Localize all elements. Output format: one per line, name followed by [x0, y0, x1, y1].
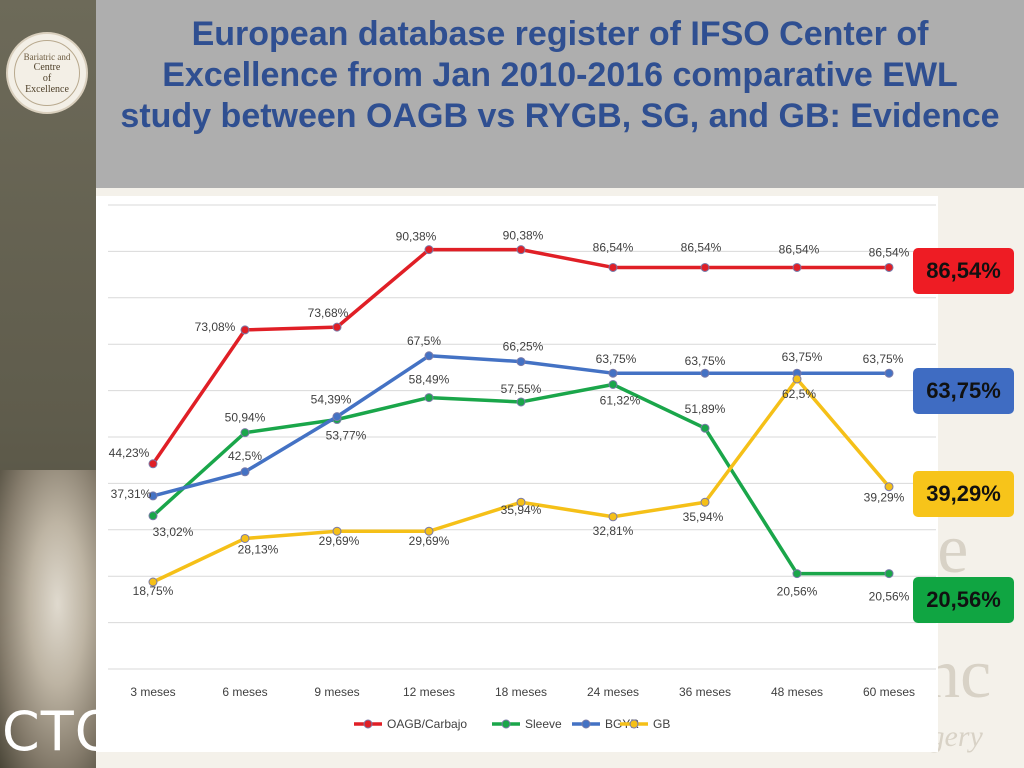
oagb-data-point	[240, 325, 250, 335]
sleeve-final-value-callout: 20,56%	[913, 577, 1014, 623]
sleeve-data-label: 33,02%	[153, 525, 194, 539]
bgyr-data-point	[516, 357, 526, 367]
bgyr-data-point	[608, 368, 618, 378]
x-tick-label: 24 meses	[587, 685, 639, 699]
bgyr-data-label: 42,5%	[228, 449, 262, 463]
sleeve-data-label: 20,56%	[777, 585, 818, 599]
bgyr-final-value-callout: 63,75%	[913, 368, 1014, 414]
oagb-data-point	[608, 262, 618, 272]
gb-data-point	[516, 497, 526, 507]
bgyr-data-label: 66,25%	[503, 340, 544, 354]
oagb-legend-label: OAGB/Carbajo	[387, 717, 467, 731]
bgyr-data-label: 63,75%	[782, 350, 823, 364]
gb-data-point	[240, 533, 250, 543]
oagb-data-label: 73,68%	[308, 306, 349, 320]
oagb-data-label: 86,54%	[869, 245, 910, 259]
gb-data-point	[332, 526, 342, 536]
bgyr-data-label: 67,5%	[407, 334, 441, 348]
oagb-data-label: 73,08%	[195, 320, 236, 334]
sleeve-legend-swatch-marker	[501, 719, 511, 729]
sleeve-data-label: 61,32%	[600, 393, 641, 407]
bgyr-data-label: 54,39%	[311, 393, 352, 407]
slide-title: European database register of IFSO Cente…	[120, 15, 1000, 135]
gb-data-label: 35,94%	[501, 503, 542, 517]
x-tick-label: 36 meses	[679, 685, 731, 699]
gb-data-label: 32,81%	[593, 524, 634, 538]
gb-legend-label: GB	[653, 717, 670, 731]
sleeve-data-label: 57,55%	[501, 382, 542, 396]
sleeve-data-point	[148, 511, 158, 521]
background-photo	[0, 470, 96, 768]
gb-legend-swatch-marker	[629, 719, 639, 729]
gb-data-label: 29,69%	[409, 534, 450, 548]
x-tick-label: 60 meses	[863, 685, 915, 699]
x-tick-label: 9 meses	[314, 685, 359, 699]
oagb-legend-swatch-marker	[363, 719, 373, 729]
ewl-line-chart: 3 meses 6 meses 9 meses 12 meses 18 meses 24 …	[108, 204, 936, 731]
oagb-data-point	[884, 262, 894, 272]
gb-data-point	[792, 374, 802, 384]
gb-data-point	[148, 577, 158, 587]
gb-data-label: 35,94%	[683, 510, 724, 524]
oagb-data-label: 86,54%	[593, 240, 634, 254]
bgyr-data-label: 63,75%	[863, 352, 904, 366]
sleeve-data-point	[700, 423, 710, 433]
oagb-data-label: 90,38%	[503, 229, 544, 243]
centre-of-excellence-seal: Bariatric and Centre of Excellence	[6, 32, 88, 114]
bgyr-data-point	[332, 412, 342, 422]
oagb-data-label: 86,54%	[779, 242, 820, 256]
x-tick-label: 48 meses	[771, 685, 823, 699]
bgyr-data-point	[148, 491, 158, 501]
bgyr-data-point	[424, 351, 434, 361]
sleeve-data-label: 50,94%	[225, 411, 266, 425]
oagb-data-point	[792, 262, 802, 272]
sleeve-data-point	[240, 428, 250, 438]
sleeve-data-label: 58,49%	[409, 373, 450, 387]
bgyr-data-label: 63,75%	[685, 354, 726, 368]
oagb-final-value-callout: 86,54%	[913, 248, 1014, 294]
bgyr-data-label: 37,31%	[111, 487, 152, 501]
sleeve-data-point	[608, 379, 618, 389]
oagb-data-point	[332, 322, 342, 332]
bgyr-legend-swatch-marker	[581, 719, 591, 729]
x-tick-label: 18 meses	[495, 685, 547, 699]
bgyr-data-point	[700, 368, 710, 378]
sleeve-data-point	[792, 569, 802, 579]
title-banner: European database register of IFSO Cente…	[96, 0, 1024, 188]
gb-data-label: 28,13%	[238, 542, 279, 556]
gb-data-label: 18,75%	[133, 584, 174, 598]
oagb-data-point	[148, 459, 158, 469]
x-tick-label: 6 meses	[222, 685, 267, 699]
bgyr-data-label: 63,75%	[596, 352, 637, 366]
gb-data-point	[608, 512, 618, 522]
seal-ring	[14, 40, 80, 106]
gb-data-label: 39,29%	[864, 491, 905, 505]
sleeve-data-point	[424, 393, 434, 403]
sleeve-data-label: 20,56%	[869, 590, 910, 604]
gb-data-point	[700, 497, 710, 507]
sleeve-data-point	[516, 397, 526, 407]
oagb-data-point	[424, 245, 434, 255]
bgyr-series-line	[152, 354, 889, 498]
sleeve-data-label: 51,89%	[685, 402, 726, 416]
sleeve-legend-label: Sleeve	[525, 717, 562, 731]
gb-data-point	[884, 482, 894, 492]
chart-panel: 3 meses 6 meses 9 meses 12 meses 18 meses 24 …	[96, 196, 938, 752]
sleeve-data-label: 53,77%	[326, 429, 367, 443]
oagb-data-label: 90,38%	[396, 230, 437, 244]
oagb-data-point	[700, 262, 710, 272]
oagb-data-point	[516, 245, 526, 255]
gb-data-label: 29,69%	[319, 534, 360, 548]
oagb-data-label: 44,23%	[109, 446, 150, 460]
gb-final-value-callout: 39,29%	[913, 471, 1014, 517]
oagb-data-label: 86,54%	[681, 240, 722, 254]
gb-data-label: 62,5%	[782, 387, 816, 401]
gb-data-point	[424, 526, 434, 536]
bgyr-data-point	[884, 368, 894, 378]
sleeve-data-point	[884, 569, 894, 579]
x-tick-label: 3 meses	[130, 685, 175, 699]
x-tick-label: 12 meses	[403, 685, 455, 699]
bgyr-data-point	[240, 467, 250, 477]
